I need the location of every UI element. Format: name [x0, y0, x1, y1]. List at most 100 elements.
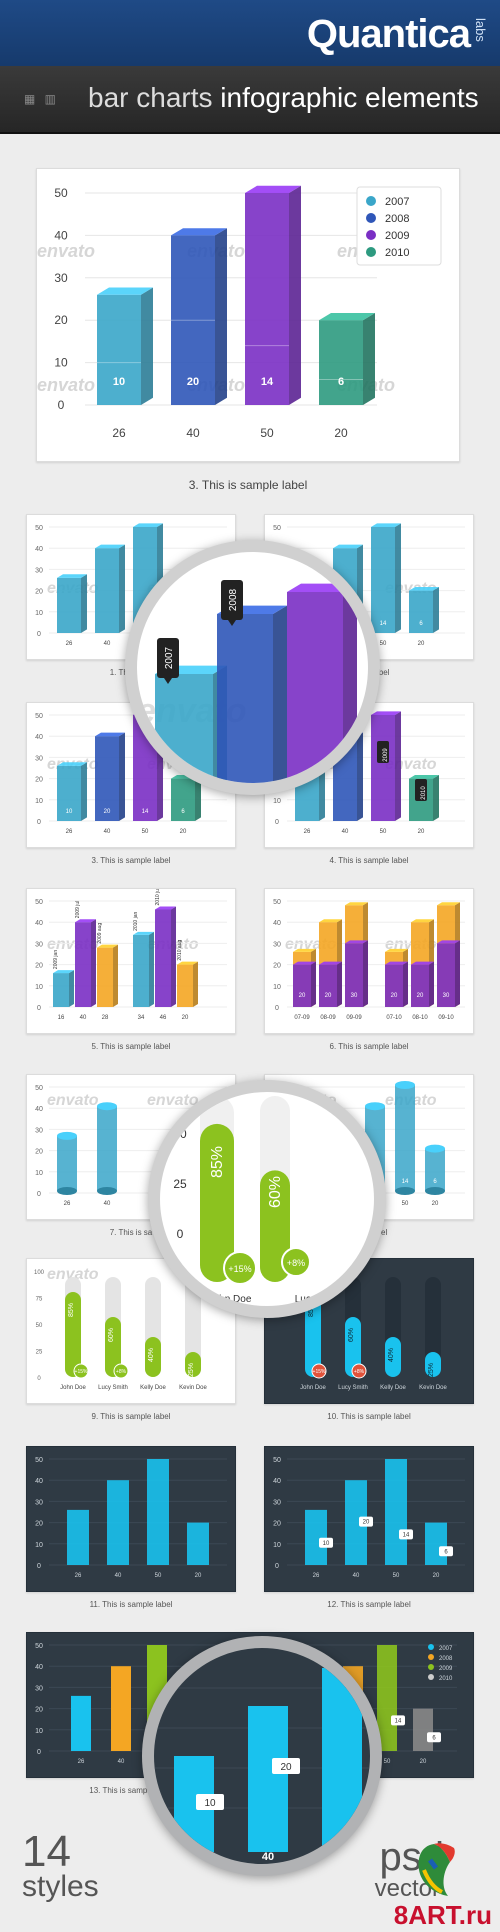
delta-label: +15%	[313, 1369, 326, 1375]
x-tick-label: 40	[353, 1573, 360, 1579]
rotated-label: 2010 jul	[155, 889, 161, 905]
zoom-chart-1: envato20072008	[137, 580, 357, 783]
data-label: 10	[66, 809, 73, 815]
x-tick-label: 07-09	[294, 1015, 310, 1021]
percent-label: 85%	[308, 1303, 315, 1317]
x-tick-label: 40	[104, 641, 111, 647]
percent-label: 60%	[108, 1328, 115, 1342]
bar	[171, 775, 201, 821]
mini-chart: 0102030405026405014506202007200820092010	[35, 1643, 457, 1765]
envato-watermark: envato	[47, 1092, 99, 1109]
y-tick-label: 10	[273, 984, 281, 991]
y-tick-label: 20	[35, 1521, 43, 1528]
envato-watermark: envato	[47, 1266, 99, 1283]
data-label: 14	[142, 809, 149, 815]
bar	[425, 1522, 447, 1565]
mini-chart-panel: 0 10 20 30 40 50 26 40 50 20	[26, 1446, 236, 1592]
bar	[147, 1459, 169, 1565]
bar	[245, 185, 301, 405]
site-watermark: 8ART.ru	[393, 1900, 492, 1930]
y-tick-label: 40	[35, 920, 43, 927]
y-tick-label: 50	[54, 186, 68, 200]
zoom-bar	[248, 1706, 288, 1852]
x-tick-label: 20	[418, 641, 425, 647]
x-tick-label: 40	[118, 1759, 125, 1765]
x-tick-label: Lucy Smith	[338, 1385, 368, 1391]
y-tick-label: 30	[54, 271, 68, 285]
bar-inner	[437, 940, 460, 1007]
grid-icon: ▦ ▥	[24, 92, 60, 106]
y-tick-label: 30	[35, 941, 43, 948]
title-bar	[0, 66, 500, 134]
magnifier-zoom-1: envato20072008	[125, 540, 380, 795]
percent-label: 60%	[348, 1328, 355, 1342]
data-label: 10	[323, 1541, 330, 1547]
legend-swatch	[366, 247, 376, 257]
y-tick-label: 50	[35, 713, 43, 720]
magnifier-zoom-3: 10 20 26 40	[142, 1636, 382, 1876]
delta-label: +8%	[354, 1369, 365, 1375]
zoom-chart-2: 50 25 0 85% 60% +15% +8% John Doe Lucy S	[173, 1096, 326, 1305]
bar-inner	[345, 940, 368, 1007]
zoom-pill-bar	[260, 1170, 290, 1282]
bar	[53, 970, 74, 1007]
zoom-data-label: 10	[204, 1798, 216, 1809]
y-tick-label: 30	[35, 755, 43, 762]
x-tick-label: 26	[112, 426, 126, 440]
zoom-delta-badge	[281, 1247, 311, 1277]
x-tick-label: 26	[313, 1573, 320, 1579]
mini-chart: envato envato010203040502007-092008-09300…	[273, 899, 465, 1021]
data-label: 6	[419, 621, 423, 627]
x-tick-label: 20	[433, 1573, 440, 1579]
y-tick-label: 0	[275, 819, 279, 826]
x-tick-label: 26	[75, 1573, 82, 1579]
zoom-x-label: Lucy S	[295, 1294, 326, 1305]
value-tag	[359, 1516, 373, 1527]
y-tick-label: 0	[58, 398, 65, 412]
y-tick-label: 30	[35, 567, 43, 574]
mini-chart-panel: envatoenvato01020304050162009 jan402009 …	[26, 888, 236, 1034]
y-tick-label: 30	[35, 1685, 43, 1692]
bar	[413, 1708, 433, 1751]
delta-label: +15%	[75, 1369, 88, 1375]
data-label: 6	[433, 1179, 437, 1185]
zoom-percent: 85%	[209, 1146, 226, 1178]
bar	[409, 587, 439, 633]
value-tag	[427, 1732, 441, 1743]
bar	[187, 1522, 209, 1565]
bar	[57, 762, 87, 821]
data-label: 14	[380, 621, 387, 627]
y-tick-label: 40	[35, 546, 43, 553]
bar	[107, 1480, 129, 1565]
bar	[67, 1509, 89, 1565]
zoom-y-tick: 50	[173, 1127, 187, 1141]
x-tick-label: 20	[418, 829, 425, 835]
bar	[71, 1695, 91, 1751]
data-label: 6	[444, 1549, 448, 1555]
data-label: 6	[432, 1735, 436, 1741]
percent-label: 25%	[428, 1363, 435, 1377]
zoom-delta-label: +15%	[228, 1264, 251, 1274]
pill-bar	[145, 1337, 161, 1377]
legend-entry: 2010	[385, 247, 409, 259]
bar	[177, 961, 198, 1007]
tooltip	[377, 741, 389, 763]
x-tick-label: 50	[380, 641, 387, 647]
bar	[171, 228, 227, 405]
cylinder-bar	[57, 1131, 77, 1195]
y-tick-label: 40	[273, 920, 281, 927]
value-tag	[439, 1546, 453, 1557]
envato-watermark: envato	[37, 241, 95, 261]
mini-chart: 85% +15% John Doe 60% +8% Lucy Smith 40% Kelly …	[300, 1277, 448, 1391]
main-chart: 01020304050envatoenvatoenvatoenvatoenvat…	[37, 185, 442, 440]
x-tick-label: 50	[402, 1201, 409, 1207]
x-tick-label: 20	[180, 829, 187, 835]
zoom-bar	[217, 605, 287, 783]
x-tick-label: 50	[393, 1573, 400, 1579]
zoom-bar	[322, 1668, 362, 1852]
rotated-label: 2009 jan	[53, 950, 59, 969]
mini-chart-caption: 10. This is sample label	[327, 1412, 411, 1421]
tooltip-label: 2009	[383, 748, 389, 762]
mini-chart-caption: 13. This is sample label	[89, 1786, 173, 1795]
rotated-label: 2009 aug	[97, 923, 103, 944]
